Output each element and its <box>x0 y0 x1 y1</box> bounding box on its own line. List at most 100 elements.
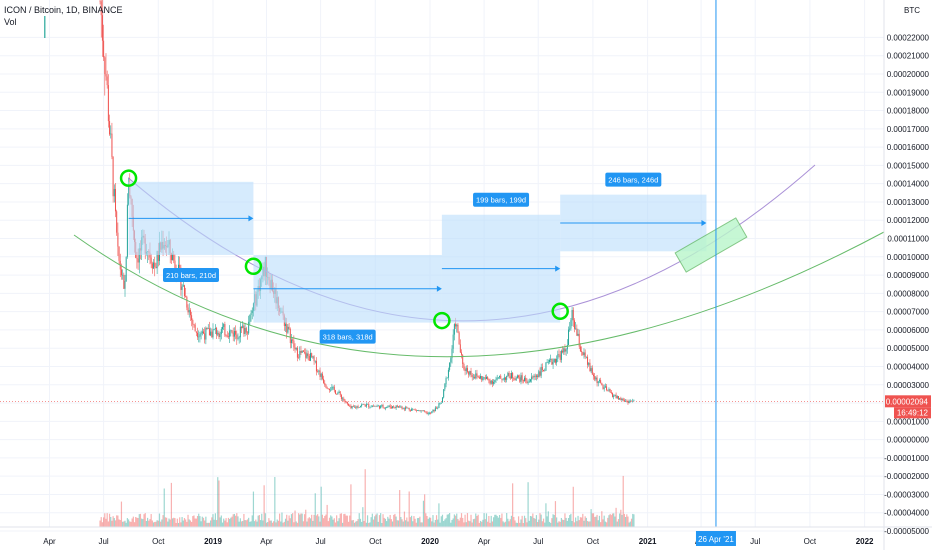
volume-bar <box>224 520 226 527</box>
candle-body <box>304 351 306 353</box>
volume-bar <box>251 515 253 527</box>
candle-body <box>232 332 234 337</box>
time-tick-label: 2019 <box>204 537 222 546</box>
volume-bar <box>358 513 360 527</box>
symbol-title[interactable]: ICON / Bitcoin, 1D, BINANCE <box>4 5 123 15</box>
volume-bar <box>432 515 434 527</box>
volume-bar <box>351 520 353 527</box>
volume-bar <box>362 507 364 527</box>
candle-body <box>286 324 288 333</box>
volume-bar <box>551 518 553 527</box>
volume-bar <box>477 514 479 527</box>
volume-bar <box>336 515 338 527</box>
time-axis[interactable]: AprJulOct2019AprJulOct2020AprJulOct2021A… <box>0 526 932 546</box>
volume-bar <box>226 522 228 527</box>
volume-bar <box>276 519 278 527</box>
candle-body <box>296 347 298 358</box>
volume-bar <box>626 514 628 527</box>
volume-bar <box>307 518 309 527</box>
volume-bar <box>299 514 301 527</box>
candle-body <box>289 329 291 344</box>
candle-body <box>562 350 564 353</box>
volume-bar <box>377 521 379 527</box>
candle-body <box>503 377 505 380</box>
candle-body <box>625 401 627 402</box>
volume-bar <box>510 515 513 527</box>
volume-bar <box>322 518 325 527</box>
volume-bar <box>324 515 326 527</box>
price-axis[interactable]: 0.00022000 0.00021000 0.00020000 0.00019000… <box>883 0 931 550</box>
volume-bar <box>544 522 546 527</box>
volume-bar <box>449 513 451 527</box>
last-price-label: 0.00002094 <box>886 397 929 406</box>
candle-body <box>294 347 296 350</box>
volume-bar <box>537 522 539 527</box>
candle-body <box>395 405 397 409</box>
candle-body <box>588 362 590 365</box>
candle-body <box>375 406 377 407</box>
price-tick-label: 0.00000000 <box>887 436 930 445</box>
volume-label[interactable]: Vol <box>4 17 17 27</box>
candle-body <box>505 377 507 380</box>
volume-bar <box>270 520 272 527</box>
volume-bar <box>127 519 130 527</box>
volume-bar <box>288 515 290 527</box>
projection-arrow-head <box>436 285 442 292</box>
candle-body <box>364 404 366 407</box>
volume-bar <box>330 515 332 527</box>
volume-bar <box>547 511 549 527</box>
candle-body <box>501 378 503 380</box>
volume-bar <box>629 521 631 527</box>
candle-body <box>298 357 300 359</box>
volume-bar <box>215 520 218 527</box>
candle-body <box>386 407 388 408</box>
candle-body <box>100 1 102 16</box>
volume-bar <box>507 518 509 527</box>
volume-bar <box>578 520 580 527</box>
volume-bar <box>283 521 285 527</box>
candle-body <box>445 378 447 385</box>
volume-bar <box>408 491 410 527</box>
candle-body <box>468 371 470 375</box>
volume-bar <box>421 522 423 527</box>
candle-body <box>559 354 561 360</box>
volume-bar <box>167 521 169 527</box>
price-tick-label: 0.00004000 <box>887 362 930 371</box>
candle-body <box>512 373 514 379</box>
volume-bar <box>576 521 578 527</box>
candle-body <box>481 376 483 381</box>
volume-bar <box>402 521 404 527</box>
candle-body <box>376 405 378 407</box>
candle-body <box>623 400 625 402</box>
candle-body <box>524 377 526 382</box>
candle-body <box>239 326 241 338</box>
volume-bar <box>498 514 501 527</box>
volume-bar <box>182 520 184 527</box>
volume-bar <box>520 519 522 527</box>
volume-bar <box>624 517 627 527</box>
volume-bar <box>619 513 621 527</box>
candle-body <box>420 410 422 412</box>
volume-bar <box>566 520 568 527</box>
candle-body <box>627 401 629 404</box>
candle-body <box>103 40 105 58</box>
volume-bar <box>577 515 579 527</box>
volume-bar <box>365 522 367 527</box>
candle-body <box>352 406 354 407</box>
candle-body <box>170 253 172 261</box>
volume-bar <box>315 515 318 527</box>
candle-body <box>424 410 426 412</box>
volume-bar <box>196 515 199 527</box>
candle-body <box>246 332 248 334</box>
volume-bar <box>306 521 308 527</box>
price-tick-label: 0.00005000 <box>887 344 930 353</box>
countdown-label: 16:49:12 <box>897 408 929 417</box>
candle-body <box>507 372 509 376</box>
volume-bars <box>44 16 635 527</box>
volume-bar <box>614 516 616 527</box>
candle-body <box>198 336 200 338</box>
candle-body <box>349 405 351 407</box>
candle-body <box>363 403 365 405</box>
volume-bar <box>496 515 498 527</box>
